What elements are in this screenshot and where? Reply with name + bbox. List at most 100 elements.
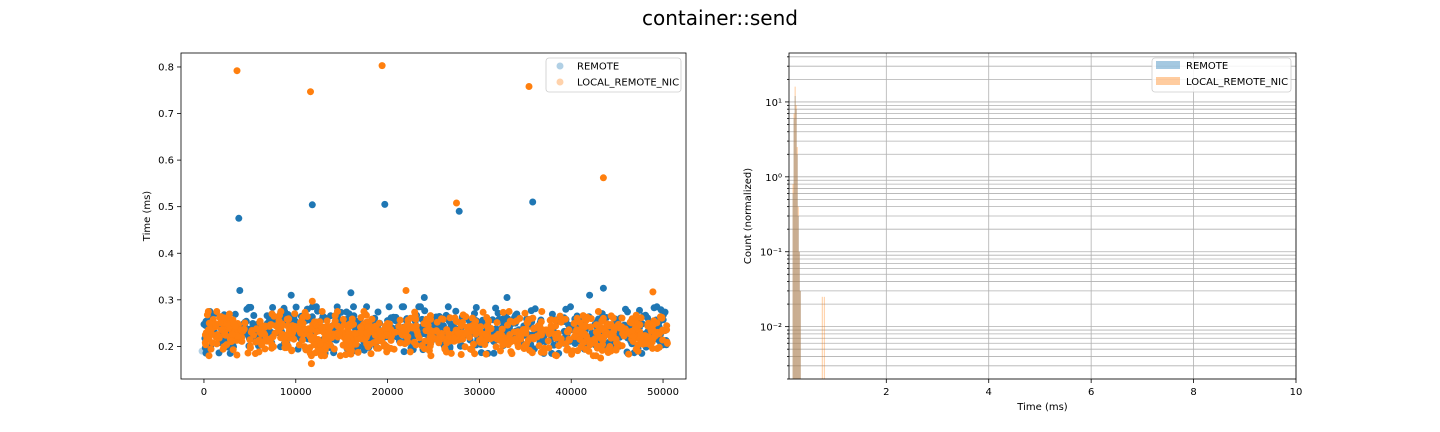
scatter-point	[616, 324, 624, 331]
x-axis-label: Time (ms)	[1016, 402, 1068, 413]
scatter-point	[375, 319, 383, 327]
scatter-point	[522, 325, 530, 333]
scatter-point	[657, 306, 665, 314]
scatter-point	[205, 352, 213, 360]
scatter-point	[530, 335, 538, 343]
histogram-bar	[798, 251, 800, 379]
scatter-point	[299, 336, 306, 344]
scatter-point	[481, 341, 489, 348]
scatter-point	[619, 330, 627, 337]
scatter-point	[335, 330, 343, 338]
scatter-point	[479, 308, 487, 316]
scatter-point	[472, 304, 480, 311]
scatter-panel: 0 10000 20000 30000 40000 50000 0.2 0.3 0.4 0.5 0.…	[142, 52, 687, 398]
histogram-bar	[792, 184, 794, 379]
scatter-point	[618, 314, 626, 322]
histogram-grid	[789, 53, 1297, 380]
histogram-bar	[794, 86, 796, 379]
scatter-point	[607, 334, 615, 342]
scatter-point	[660, 327, 667, 335]
histogram-bar	[821, 296, 823, 379]
scatter-point	[468, 314, 476, 322]
scatter-point	[307, 352, 315, 360]
scatter-point	[578, 331, 586, 339]
scatter-axes-frame	[180, 52, 687, 380]
scatter-point	[536, 323, 544, 331]
scatter-point	[357, 314, 365, 321]
scatter-point	[599, 284, 607, 292]
scatter-point	[280, 335, 288, 343]
scatter-point	[453, 199, 460, 207]
scatter-point	[344, 333, 352, 341]
scatter-point	[356, 335, 364, 343]
scatter-point	[592, 321, 600, 329]
scatter-point	[505, 308, 513, 315]
scatter-point	[459, 335, 467, 343]
scatter-point	[567, 303, 574, 311]
scatter-point	[347, 322, 355, 330]
scatter-point	[580, 339, 587, 347]
scatter-point	[307, 88, 314, 96]
scatter-point	[507, 348, 515, 356]
scatter-point	[457, 351, 465, 358]
scatter-point	[466, 323, 474, 331]
scatter-point	[342, 351, 350, 359]
scatter-point	[493, 319, 501, 327]
scatter-point	[462, 313, 470, 321]
histogram-bar	[796, 154, 798, 379]
scatter-point	[364, 343, 372, 351]
scatter-point	[497, 347, 504, 355]
scatter-point	[384, 324, 392, 332]
scatter-point	[236, 287, 244, 294]
scatter-point	[529, 314, 537, 322]
scatter-point	[402, 333, 410, 341]
histogram-panel: 2 4 6 8 10 10⁻² 10⁻¹ 10⁰ 10¹ Time (ms) Count (norm…	[743, 52, 1302, 413]
y-tick-label: 10⁰	[765, 173, 782, 184]
scatter-point	[433, 327, 441, 335]
scatter-point	[432, 313, 440, 321]
scatter-point	[228, 337, 236, 345]
scatter-point	[360, 308, 368, 315]
scatter-point	[455, 329, 463, 337]
scatter-point	[603, 320, 611, 328]
scatter-point	[649, 321, 657, 329]
scatter-point	[463, 328, 471, 336]
scatter-point	[266, 322, 274, 330]
scatter-point	[563, 346, 571, 354]
scatter-point	[241, 319, 249, 327]
legend-marker-local	[556, 78, 564, 86]
scatter-point	[504, 321, 511, 329]
scatter-point	[406, 348, 414, 356]
scatter-point	[461, 343, 469, 351]
scatter-point	[410, 338, 418, 346]
scatter-point	[366, 327, 374, 335]
y-tick-label: 0.7	[158, 109, 174, 120]
x-tick-label: 20000	[372, 387, 404, 398]
histogram-bar	[797, 206, 799, 379]
scatter-point	[457, 322, 465, 330]
scatter-point	[650, 304, 658, 312]
scatter-point	[656, 313, 664, 321]
scatter-point	[625, 328, 633, 336]
scatter-point	[400, 327, 408, 334]
scatter-point	[352, 340, 360, 348]
scatter-point	[629, 338, 637, 345]
scatter-point	[316, 340, 324, 348]
scatter-point	[208, 339, 216, 347]
scatter-point	[291, 324, 299, 332]
legend-swatch-local	[1156, 77, 1180, 85]
x-tick-label: 30000	[464, 387, 496, 398]
scatter-point	[415, 303, 423, 311]
scatter-point	[351, 329, 359, 337]
scatter-point	[468, 346, 476, 354]
scatter-point	[214, 331, 221, 339]
scatter-point	[625, 350, 633, 358]
scatter-point	[610, 323, 618, 331]
scatter-point	[642, 340, 650, 347]
histogram-bar	[794, 95, 796, 380]
scatter-point	[246, 342, 254, 350]
scatter-point	[311, 318, 318, 326]
scatter-point	[250, 312, 258, 319]
legend-label-remote: REMOTE	[1186, 61, 1228, 72]
scatter-point	[307, 360, 315, 368]
